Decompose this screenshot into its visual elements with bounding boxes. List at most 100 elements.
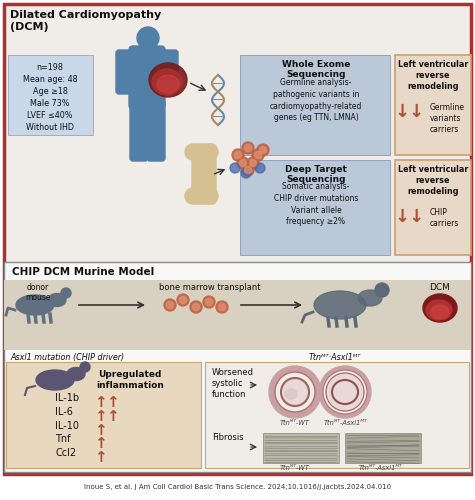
Circle shape [239, 160, 247, 166]
FancyBboxPatch shape [4, 280, 471, 350]
Ellipse shape [358, 290, 382, 306]
Circle shape [269, 366, 321, 418]
FancyBboxPatch shape [205, 362, 469, 468]
Circle shape [255, 152, 262, 158]
FancyBboxPatch shape [395, 160, 471, 255]
FancyBboxPatch shape [158, 50, 178, 94]
Circle shape [326, 373, 364, 411]
Text: Age ≥18: Age ≥18 [33, 87, 67, 96]
Text: ↑: ↑ [94, 409, 106, 424]
Circle shape [164, 299, 176, 311]
Text: Left ventricular: Left ventricular [398, 60, 468, 69]
Text: Asxl1 mutation (CHIP driver): Asxl1 mutation (CHIP driver) [10, 353, 124, 362]
FancyBboxPatch shape [395, 55, 471, 155]
Text: Deep Target
Sequencing: Deep Target Sequencing [285, 165, 347, 184]
Circle shape [323, 370, 367, 414]
Ellipse shape [157, 75, 179, 93]
Text: Germline analysis-
pathogenic variants in
cardiomyopathy-related
genes (eg TTN, : Germline analysis- pathogenic variants i… [270, 78, 362, 122]
Text: Without IHD: Without IHD [26, 123, 74, 132]
Text: Worsened
systolic
function: Worsened systolic function [212, 368, 254, 399]
Text: CHIP
carriers: CHIP carriers [430, 208, 459, 228]
Text: reverse: reverse [416, 176, 450, 185]
FancyBboxPatch shape [240, 55, 390, 155]
Circle shape [245, 144, 251, 152]
Text: Male 73%: Male 73% [30, 99, 70, 108]
FancyBboxPatch shape [4, 4, 471, 474]
Text: donor
mouse: donor mouse [25, 283, 51, 302]
Text: Somatic analysis-
CHIP driver mutations
Variant allele
frequency ≥2%: Somatic analysis- CHIP driver mutations … [274, 182, 358, 226]
Ellipse shape [67, 368, 85, 380]
Text: Germline
variants
carriers: Germline variants carriers [430, 103, 465, 134]
Circle shape [247, 157, 259, 169]
Circle shape [80, 362, 90, 372]
Circle shape [202, 188, 218, 204]
Ellipse shape [431, 305, 449, 319]
Text: Ttnᴹᵀ·Asxl1ᴹᵀ: Ttnᴹᵀ·Asxl1ᴹᵀ [309, 353, 361, 362]
Text: ↑: ↑ [94, 436, 106, 451]
Text: Ccl2: Ccl2 [55, 448, 76, 458]
Circle shape [185, 188, 201, 204]
Text: Left ventricular: Left ventricular [398, 165, 468, 174]
FancyBboxPatch shape [263, 433, 339, 463]
Text: Mean age: 48: Mean age: 48 [23, 75, 77, 84]
Circle shape [255, 163, 265, 173]
Text: IL-10: IL-10 [55, 421, 79, 431]
Circle shape [167, 302, 173, 308]
Text: ↑: ↑ [94, 395, 106, 410]
Ellipse shape [423, 294, 457, 322]
FancyBboxPatch shape [345, 433, 421, 463]
Text: Inoue S, et al. J Am Coll Cardiol Basic Trans Science. 2024;10.1016/j.jacbts.202: Inoue S, et al. J Am Coll Cardiol Basic … [85, 484, 391, 490]
Circle shape [242, 142, 254, 154]
Circle shape [216, 301, 228, 313]
Text: ↓↓: ↓↓ [395, 103, 425, 121]
Circle shape [137, 27, 159, 49]
Circle shape [218, 304, 226, 310]
Text: Fibrosis: Fibrosis [212, 433, 244, 442]
Text: DCM: DCM [429, 283, 450, 292]
Circle shape [185, 144, 201, 160]
Circle shape [375, 283, 389, 297]
Text: IL-6: IL-6 [55, 407, 73, 417]
Text: Ttnᴹᵀ-Asxl1ᴹᵀ: Ttnᴹᵀ-Asxl1ᴹᵀ [323, 420, 367, 426]
Circle shape [319, 366, 371, 418]
Text: remodeling: remodeling [407, 187, 459, 196]
FancyBboxPatch shape [6, 362, 201, 468]
Text: reverse: reverse [416, 71, 450, 80]
Text: IL-1b: IL-1b [55, 393, 79, 403]
Text: ↑: ↑ [94, 450, 106, 465]
Circle shape [259, 146, 266, 154]
Circle shape [249, 160, 256, 166]
Text: Tnf: Tnf [55, 434, 70, 444]
Circle shape [281, 378, 309, 406]
FancyBboxPatch shape [147, 100, 165, 161]
Ellipse shape [285, 389, 297, 399]
Circle shape [257, 144, 269, 156]
Circle shape [202, 144, 218, 160]
Circle shape [235, 152, 241, 158]
Circle shape [252, 149, 264, 161]
FancyBboxPatch shape [192, 144, 216, 204]
Text: Dilated Cardiomyopathy
(DCM): Dilated Cardiomyopathy (DCM) [10, 10, 161, 32]
Ellipse shape [149, 63, 187, 97]
Text: ↑: ↑ [94, 423, 106, 438]
Circle shape [180, 296, 187, 304]
Text: Ttnᴹᵀ-WT: Ttnᴹᵀ-WT [280, 420, 310, 426]
Text: Whole Exome
Sequencing: Whole Exome Sequencing [282, 60, 350, 80]
Text: Ttnᴹᵀ-Asxl1ᴹᵀ: Ttnᴹᵀ-Asxl1ᴹᵀ [358, 465, 402, 471]
Circle shape [275, 372, 315, 412]
Text: ↓↓: ↓↓ [395, 208, 425, 226]
Circle shape [241, 168, 251, 178]
Text: bone marrow transplant: bone marrow transplant [159, 283, 261, 292]
FancyBboxPatch shape [116, 50, 136, 94]
Text: LVEF ≤40%: LVEF ≤40% [27, 111, 73, 120]
Ellipse shape [426, 300, 452, 320]
Circle shape [203, 296, 215, 308]
FancyBboxPatch shape [4, 262, 471, 472]
Ellipse shape [36, 370, 74, 390]
Circle shape [190, 301, 202, 313]
Circle shape [177, 294, 189, 306]
Text: Ttnᴹᵀ-WT: Ttnᴹᵀ-WT [280, 465, 310, 471]
Circle shape [232, 149, 244, 161]
Circle shape [206, 298, 212, 306]
FancyBboxPatch shape [240, 160, 390, 255]
